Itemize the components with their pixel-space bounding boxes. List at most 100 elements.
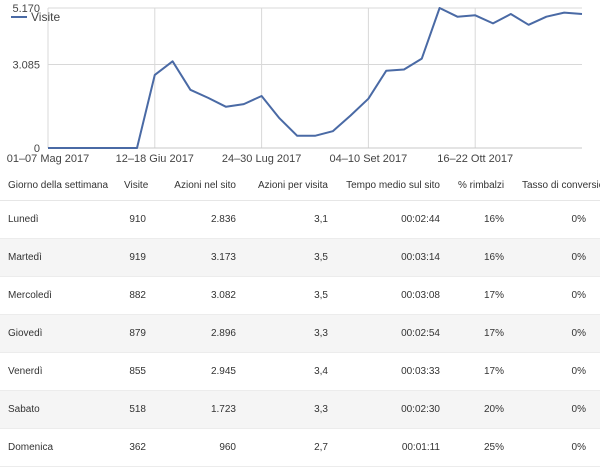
avg-time-cell: 00:03:33: [342, 352, 454, 391]
visits-cell: 362: [120, 428, 160, 467]
visits-data-point[interactable]: [242, 102, 246, 106]
visits-data-point[interactable]: [455, 15, 459, 19]
visits-data-point[interactable]: [331, 129, 335, 133]
visits-cell: 879: [120, 314, 160, 353]
avg-time-cell: 00:03:14: [342, 238, 454, 277]
table-row: Martedì 919 3.173 3,5 00:03:14 16% 0%: [0, 238, 600, 277]
chart-grid: [47, 7, 582, 149]
weekday-report-table: Giorno della settimana Visite Azioni nel…: [0, 170, 600, 467]
avg-time-cell: 00:02:30: [342, 390, 454, 429]
visits-data-point[interactable]: [562, 11, 566, 15]
actions-per-visit-cell: 2,7: [250, 428, 342, 467]
actions-per-visit-cell: 3,4: [250, 352, 342, 391]
conversion-rate-cell: 0%: [518, 352, 600, 391]
visits-data-point[interactable]: [135, 146, 139, 150]
visits-data-point[interactable]: [260, 94, 264, 98]
conversion-rate-cell: 0%: [518, 276, 600, 315]
day-cell: Venerdì: [0, 352, 120, 391]
actions-per-visit-cell: 3,5: [250, 238, 342, 277]
day-cell: Sabato: [0, 390, 120, 429]
table-row: Mercoledì 882 3.082 3,5 00:03:08 17% 0%: [0, 276, 600, 315]
visits-data-point[interactable]: [420, 57, 424, 61]
table-row: Sabato 518 1.723 3,3 00:02:30 20% 0%: [0, 390, 600, 429]
actions-per-visit-cell: 3,5: [250, 276, 342, 315]
bounce-rate-cell: 16%: [454, 238, 518, 277]
visits-series-line: [48, 7, 583, 149]
visits-data-point[interactable]: [349, 114, 353, 118]
visits-data-point[interactable]: [277, 116, 281, 120]
visits-data-point[interactable]: [527, 23, 531, 27]
actions-per-visit-cell: 3,1: [250, 200, 342, 239]
visits-cell: 518: [120, 390, 160, 429]
column-header-conversion-rate[interactable]: Tasso di conversione: [518, 170, 600, 201]
table-row: Lunedì 910 2.836 3,1 00:02:44 16% 0%: [0, 200, 600, 239]
y-tick-label: 5.170: [12, 3, 40, 15]
actions-cell: 2.896: [160, 314, 250, 353]
visits-data-point[interactable]: [82, 146, 86, 150]
visits-data-point[interactable]: [509, 12, 513, 16]
bounce-rate-cell: 17%: [454, 314, 518, 353]
visits-data-point[interactable]: [206, 96, 210, 100]
visits-data-point[interactable]: [46, 146, 50, 150]
actions-cell: 1.723: [160, 390, 250, 429]
visits-data-point[interactable]: [224, 105, 228, 109]
avg-time-cell: 00:02:44: [342, 200, 454, 239]
actions-cell: 3.173: [160, 238, 250, 277]
table-header-row: Giorno della settimana Visite Azioni nel…: [0, 170, 600, 201]
column-header-avg-time[interactable]: Tempo medio sul sito: [342, 170, 454, 201]
column-header-actions-per-visit[interactable]: Azioni per visita: [250, 170, 342, 201]
actions-cell: 2.836: [160, 200, 250, 239]
conversion-rate-cell: 0%: [518, 390, 600, 429]
y-tick-label: 3.085: [12, 59, 40, 71]
conversion-rate-cell: 0%: [518, 428, 600, 467]
visits-data-point[interactable]: [99, 146, 103, 150]
column-header-visits[interactable]: Visite: [120, 170, 160, 201]
visits-data-point[interactable]: [402, 67, 406, 71]
table-row: Venerdì 855 2.945 3,4 00:03:33 17% 0%: [0, 352, 600, 391]
bounce-rate-cell: 17%: [454, 276, 518, 315]
actions-cell: 3.082: [160, 276, 250, 315]
day-cell: Giovedì: [0, 314, 120, 353]
column-header-bounce-rate[interactable]: % rimbalzi: [454, 170, 518, 201]
visits-data-point[interactable]: [64, 146, 68, 150]
visits-data-point[interactable]: [188, 88, 192, 92]
x-tick-label: 04–10 Set 2017: [330, 153, 408, 165]
avg-time-cell: 00:01:11: [342, 428, 454, 467]
visits-data-point[interactable]: [580, 12, 584, 16]
day-cell: Domenica: [0, 428, 120, 467]
actions-per-visit-cell: 3,3: [250, 314, 342, 353]
legend-label-visits[interactable]: Visite: [31, 10, 60, 24]
x-tick-label: 24–30 Lug 2017: [222, 153, 302, 165]
chart-labels: 5.170 3.085 001–07 Mag 2017 12–18 Giu 2017 2…: [7, 3, 513, 165]
conversion-rate-cell: 0%: [518, 238, 600, 277]
visits-data-point[interactable]: [438, 6, 442, 10]
visits-data-point[interactable]: [117, 146, 121, 150]
column-header-day[interactable]: Giorno della settimana: [0, 170, 120, 201]
table-row: Giovedì 879 2.896 3,3 00:02:54 17% 0%: [0, 314, 600, 353]
visits-data-point[interactable]: [544, 15, 548, 19]
avg-time-cell: 00:02:54: [342, 314, 454, 353]
visits-cell: 882: [120, 276, 160, 315]
bounce-rate-cell: 17%: [454, 352, 518, 391]
chart-legend[interactable]: Visite: [11, 10, 60, 24]
visits-line-chart: 5.170 3.085 001–07 Mag 2017 12–18 Giu 2017 2…: [7, 3, 584, 165]
actions-per-visit-cell: 3,3: [250, 390, 342, 429]
visits-cell: 910: [120, 200, 160, 239]
bounce-rate-cell: 25%: [454, 428, 518, 467]
day-cell: Lunedì: [0, 200, 120, 239]
visits-data-point[interactable]: [171, 59, 175, 63]
visits-data-point[interactable]: [313, 134, 317, 138]
visits-data-point[interactable]: [491, 21, 495, 25]
visits-data-point[interactable]: [295, 134, 299, 138]
visits-cell: 919: [120, 238, 160, 277]
bounce-rate-cell: 16%: [454, 200, 518, 239]
visits-data-point[interactable]: [473, 13, 477, 17]
x-tick-label: 16–22 Ott 2017: [437, 153, 513, 165]
visits-data-point[interactable]: [366, 97, 370, 101]
visits-data-point[interactable]: [384, 69, 388, 73]
conversion-rate-cell: 0%: [518, 200, 600, 239]
column-header-actions[interactable]: Azioni nel sito: [160, 170, 250, 201]
visits-data-point[interactable]: [153, 73, 157, 77]
day-cell: Martedì: [0, 238, 120, 277]
visits-cell: 855: [120, 352, 160, 391]
